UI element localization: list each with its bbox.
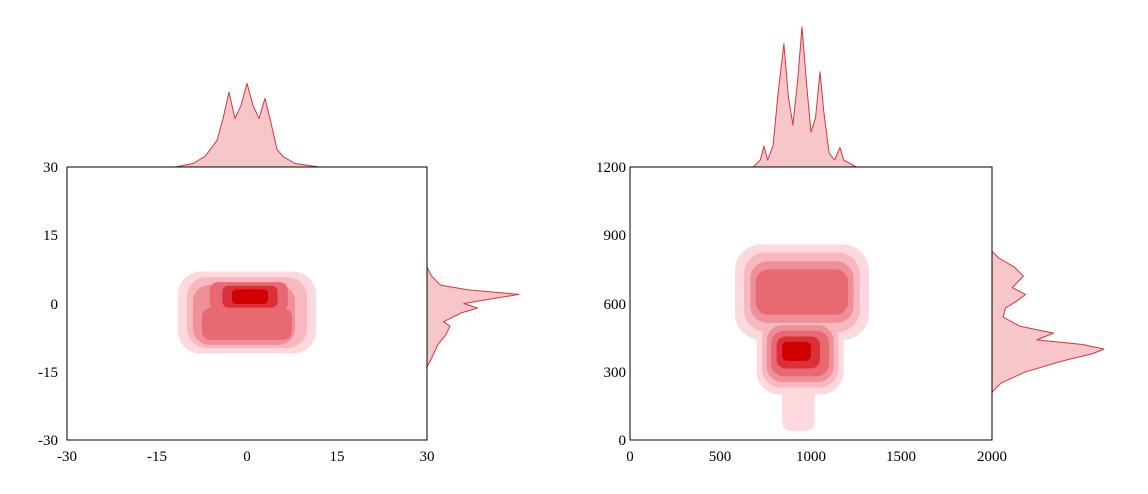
right-x-tick-label: 1500 xyxy=(886,449,916,465)
left-x-tick-label: -15 xyxy=(147,449,167,465)
right-contour-level-4 xyxy=(755,269,849,315)
left-y-marginal xyxy=(426,266,520,368)
right-x-marginal xyxy=(629,26,993,168)
left-contour-level-6 xyxy=(232,289,268,304)
right-x-tick-label: 0 xyxy=(626,449,634,465)
right-y-tick-label: 0 xyxy=(619,433,627,449)
left-plot-frame xyxy=(66,166,428,441)
left-y-tick-label: 15 xyxy=(43,228,58,244)
left-x-tick-label: 15 xyxy=(330,449,345,465)
left-x-tick-label: 30 xyxy=(420,449,435,465)
left-panel: -30 -15 0 15 30 -30 -15 0 15 30 xyxy=(38,82,520,465)
right-y-density-curve xyxy=(991,250,1105,393)
left-x-tick-label: 0 xyxy=(243,449,251,465)
left-contour-level-4 xyxy=(202,308,292,340)
left-y-tick-label: -15 xyxy=(38,365,58,381)
right-y-marginal xyxy=(991,250,1105,393)
right-x-tick-label: 500 xyxy=(709,449,732,465)
right-y-tick-label: 1200 xyxy=(596,160,626,176)
right-contours xyxy=(734,244,869,431)
left-x-density-curve xyxy=(66,82,428,168)
right-y-tick-label: 900 xyxy=(604,228,627,244)
left-x-marginal xyxy=(66,82,428,168)
left-y-density-curve xyxy=(426,266,520,368)
right-plot-frame xyxy=(629,166,993,441)
left-y-tick-label: 30 xyxy=(43,160,58,176)
right-x-tick-label: 1000 xyxy=(796,449,826,465)
right-contour-level-6 xyxy=(782,341,811,361)
left-y-tick-label: 0 xyxy=(51,297,59,313)
left-x-tick-label: -30 xyxy=(57,449,77,465)
right-x-density-curve xyxy=(629,26,993,168)
right-panel: 0 500 1000 1500 2000 0 300 600 900 1200 xyxy=(596,26,1105,465)
left-contours xyxy=(178,271,316,354)
left-y-tick-label: -30 xyxy=(38,433,58,449)
right-x-tick-label: 2000 xyxy=(977,449,1007,465)
right-y-tick-label: 300 xyxy=(604,365,627,381)
right-contour-level-1 xyxy=(782,380,815,431)
right-y-tick-label: 600 xyxy=(604,297,627,313)
